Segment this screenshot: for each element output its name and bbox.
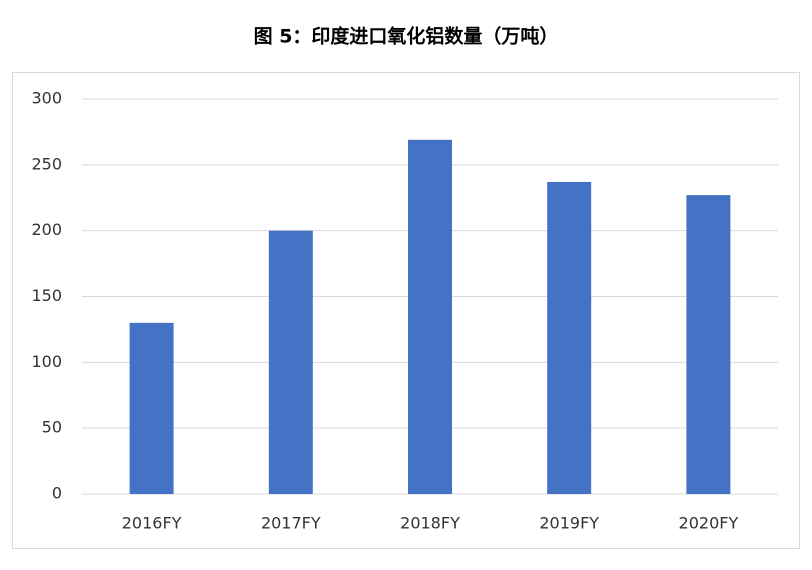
chart-title: 图 5：印度进口氧化铝数量（万吨） (254, 25, 559, 48)
y-tick-label: 300 (31, 89, 62, 108)
x-tick-label: 2017FY (261, 514, 321, 533)
y-tick-label: 200 (31, 220, 62, 239)
y-tick-label: 0 (52, 484, 62, 503)
bar (408, 139, 452, 495)
x-tick-label: 2020FY (679, 514, 739, 533)
x-tick-label: 2019FY (539, 514, 599, 533)
y-tick-label: 100 (31, 352, 62, 371)
chart-border (12, 72, 800, 549)
x-tick-label: 2018FY (400, 514, 460, 533)
bar (686, 195, 731, 494)
x-tick-label: 2016FY (122, 514, 182, 533)
bar (268, 230, 313, 494)
y-tick-label: 150 (31, 286, 62, 305)
y-tick-label: 250 (31, 154, 62, 173)
bar (547, 181, 592, 494)
bar (129, 322, 174, 494)
y-tick-label: 50 (42, 418, 62, 437)
